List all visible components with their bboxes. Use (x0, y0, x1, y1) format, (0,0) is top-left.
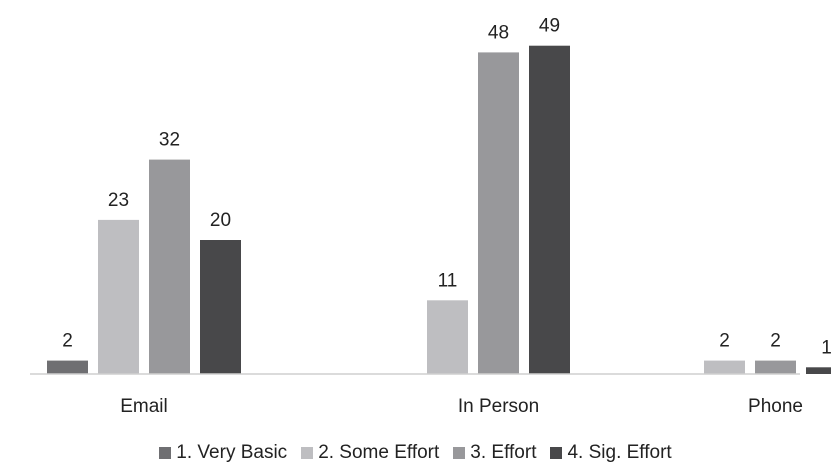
x-tick-labels: Email In Person Phone (120, 396, 803, 417)
x-tick-label: In Person (458, 396, 539, 417)
bar-phone-series-4 (806, 367, 831, 374)
data-label: 48 (488, 22, 509, 43)
legend-label: 1. Very Basic (176, 442, 288, 463)
bar-email-series-3 (149, 159, 190, 374)
bar-in-person-series-2 (427, 300, 468, 374)
legend-swatch (159, 447, 172, 459)
data-label: 23 (108, 190, 129, 211)
data-labels-layer: 2 23 32 20 11 48 49 2 2 1 (62, 16, 831, 359)
bar-email-series-4 (200, 240, 241, 374)
legend-item-1: 1. Very Basic (159, 442, 287, 464)
data-label: 11 (438, 270, 458, 291)
x-tick-label: Phone (748, 396, 803, 417)
data-label: 2 (719, 331, 730, 352)
legend-item-3: 3. Effort (453, 442, 536, 464)
data-label: 32 (159, 130, 180, 151)
legend-swatch (453, 447, 466, 459)
legend: 1. Very Basic 2. Some Effort 3. Effort 4. S… (0, 440, 831, 466)
legend-label: 3. Effort (470, 442, 537, 463)
data-label: 1 (821, 337, 831, 358)
bars-layer (47, 45, 831, 375)
data-label: 49 (539, 16, 560, 37)
legend-label: 4. Sig. Effort (567, 442, 672, 463)
data-label: 2 (770, 331, 781, 352)
bar-phone-series-2 (704, 360, 745, 374)
data-label: 2 (62, 331, 73, 352)
x-tick-label: Email (120, 396, 168, 417)
bar-in-person-series-4 (529, 45, 570, 374)
bar-in-person-series-3 (478, 52, 519, 375)
legend-label: 2. Some Effort (318, 442, 440, 463)
bar-phone-series-3 (755, 360, 796, 374)
data-label: 20 (210, 210, 231, 231)
legend-item-4: 4. Sig. Effort (550, 442, 672, 464)
legend-item-2: 2. Some Effort (301, 442, 439, 464)
legend-swatch (301, 447, 314, 459)
bar-email-series-1 (47, 360, 88, 374)
bar-email-series-2 (98, 219, 139, 374)
legend-swatch (550, 447, 563, 459)
